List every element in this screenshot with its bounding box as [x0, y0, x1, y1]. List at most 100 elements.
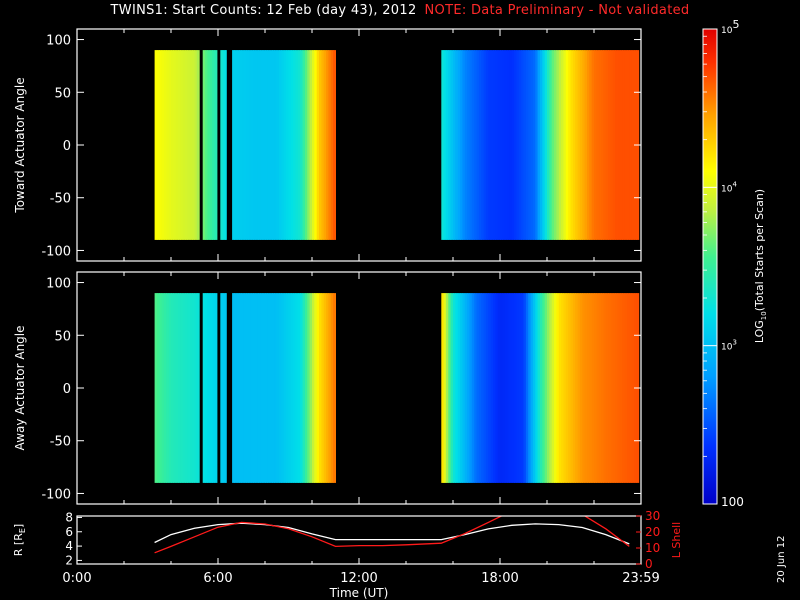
heatmap-column: [202, 50, 206, 240]
heatmap-column: [328, 50, 332, 240]
heatmap-column: [323, 50, 327, 240]
heatmap-column: [192, 50, 195, 240]
heatmap-column: [518, 50, 522, 240]
heatmap-column: [483, 50, 487, 240]
heatmap-column: [460, 293, 464, 483]
heatmap-column: [272, 293, 275, 483]
lshell-tick-label: 0: [645, 557, 653, 571]
y-tick-label: 0: [63, 382, 71, 397]
heatmap-column: [173, 50, 177, 240]
heatmap-column: [582, 293, 586, 483]
heatmap-column: [596, 50, 600, 240]
heatmap-column: [154, 293, 158, 483]
heatmap-column: [577, 293, 581, 483]
heatmap-column: [551, 50, 555, 240]
heatmap-column: [255, 50, 259, 240]
heatmap-column: [316, 50, 320, 240]
heatmap-column: [516, 50, 520, 240]
heatmap-column: [209, 293, 213, 483]
heatmap-column: [622, 293, 626, 483]
heatmap-column: [476, 50, 480, 240]
heatmap-column: [222, 293, 226, 483]
heatmap-column: [462, 293, 466, 483]
lshell-axis-label: L Shell: [670, 522, 683, 558]
x-axis-label: Time (UT): [329, 586, 389, 600]
heatmap-column: [603, 50, 607, 240]
heatmap-column: [297, 293, 301, 483]
heatmap-column: [455, 293, 459, 483]
r-axis-label: R [RE]: [12, 524, 27, 556]
heatmap-column: [617, 293, 621, 483]
heatmap-column: [490, 293, 494, 483]
heatmap-column: [467, 50, 471, 240]
heatmap-column: [577, 50, 581, 240]
heatmap-column: [453, 50, 456, 240]
heatmap-column: [622, 50, 626, 240]
toward-y-axis-label: Toward Actuator Angle: [13, 77, 27, 213]
heatmap-column: [154, 50, 158, 240]
heatmap-column: [626, 50, 630, 240]
heatmap-column: [448, 293, 452, 483]
heatmap-column: [159, 293, 163, 483]
heatmap-column: [450, 293, 454, 483]
heatmap-column: [504, 293, 508, 483]
heatmap-column: [525, 293, 529, 483]
heatmap-column: [225, 50, 227, 240]
heatmap-column: [293, 50, 297, 240]
heatmap-column: [185, 293, 188, 483]
y-tick-label: -100: [41, 244, 71, 259]
y-tick-label: -100: [41, 487, 71, 502]
heatmap-column: [554, 293, 558, 483]
r-tick-label: 8: [65, 510, 73, 524]
heatmap-column: [187, 50, 191, 240]
heatmap-column: [267, 293, 271, 483]
heatmap-column: [624, 293, 628, 483]
heatmap-column: [500, 50, 503, 240]
heatmap-column: [243, 50, 247, 240]
heatmap-column: [196, 50, 200, 240]
heatmap-column: [558, 50, 562, 240]
heatmap-column: [514, 50, 518, 240]
heatmap-column: [304, 50, 308, 240]
heatmap-column: [166, 293, 170, 483]
heatmap-column: [502, 50, 506, 240]
heatmap-column: [312, 50, 315, 240]
lshell-tick-label: 30: [645, 509, 660, 523]
heatmap-column: [248, 293, 252, 483]
heatmap-column: [225, 293, 227, 483]
heatmap-column: [255, 293, 259, 483]
heatmap-column: [481, 293, 485, 483]
heatmap-column: [523, 293, 527, 483]
heatmap-column: [551, 293, 555, 483]
heatmap-column: [274, 293, 278, 483]
heatmap-column: [619, 293, 623, 483]
heatmap-column: [293, 293, 297, 483]
x-tick-label: 18:00: [481, 571, 518, 586]
heatmap-column: [212, 50, 215, 240]
x-tick-label: 6:00: [203, 571, 232, 586]
heatmap-column: [488, 50, 492, 240]
heatmap-column: [209, 50, 213, 240]
heatmap-column: [594, 50, 597, 240]
heatmap-column: [528, 50, 532, 240]
heatmap-column: [547, 293, 550, 483]
colorbar-gradient: [703, 29, 717, 504]
heatmap-column: [290, 50, 294, 240]
heatmap-column: [166, 50, 170, 240]
x-tick-label: 0:00: [62, 571, 91, 586]
heatmap-column: [196, 293, 200, 483]
heatmap-column: [469, 293, 473, 483]
heatmap-column: [587, 293, 590, 483]
heatmap-column: [584, 50, 588, 240]
heatmap-column: [321, 293, 325, 483]
preliminary-note: NOTE: Data Preliminary - Not validated: [424, 3, 690, 18]
heatmap-column: [596, 293, 600, 483]
heatmap-column: [476, 293, 480, 483]
heatmap-column: [589, 50, 593, 240]
heatmap-column: [194, 293, 198, 483]
x-tick-label: 23:59: [622, 571, 659, 586]
heatmap-column: [214, 293, 218, 483]
heatmap-column: [495, 293, 499, 483]
heatmap-column: [497, 293, 501, 483]
